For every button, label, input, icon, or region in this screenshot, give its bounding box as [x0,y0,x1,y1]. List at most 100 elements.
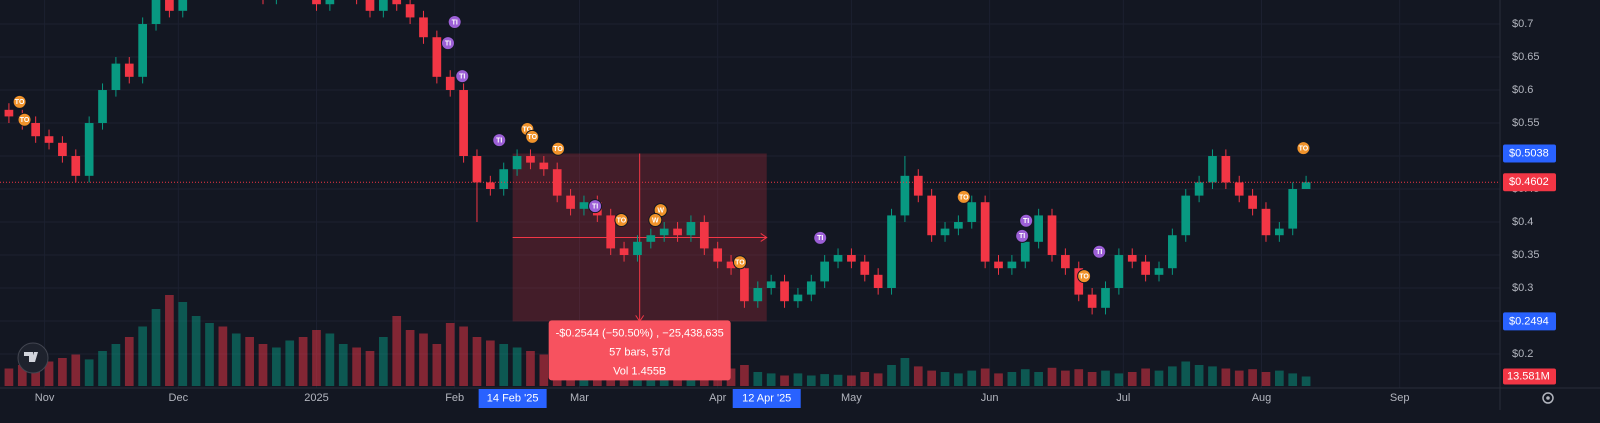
candle-body [673,228,682,236]
y-tick-label: $0.65 [1512,51,1540,63]
candle-body [913,175,923,196]
y-tick-label: $0.3 [1512,282,1533,294]
volume-bar [954,373,963,386]
candle-body [1020,241,1030,262]
volume-bar [245,337,254,386]
volume-bar [860,372,870,386]
event-label: TI [817,235,823,242]
x-highlight-label: 14 Feb '25 [487,392,539,404]
volume-bar [499,344,509,386]
volume-bar [111,344,121,386]
candle-body [1301,182,1311,190]
volume-bar [900,358,910,386]
candle-body [1047,215,1057,256]
candle-body [954,222,963,229]
candle-body [713,248,723,262]
settings-icon[interactable] [1542,392,1554,404]
candle-body [793,294,803,302]
volume-bar [806,375,816,386]
price-label-bg [1503,144,1556,163]
candle-body [1168,235,1177,269]
candle-body [1007,261,1017,269]
volume-bar [151,309,161,386]
volume-bar [17,365,27,386]
volume-bar [740,365,749,386]
volume-bar [4,368,14,386]
volume-label-bg [1503,368,1556,385]
y-tick-label: $0.35 [1512,249,1540,261]
volume-bar [432,344,442,386]
volume-bar [84,359,94,386]
volume-bar [1208,366,1217,386]
candle-body [699,222,709,249]
price-label: $0.5038 [1509,147,1549,159]
candle-body [1221,156,1231,183]
event-label: TI [592,204,598,211]
volume-bar [1074,369,1084,386]
volume-bar [472,337,482,386]
volume-bar [1234,370,1244,386]
volume-bar [138,326,147,386]
x-tick-label: Feb [445,392,464,404]
candle-body [485,182,495,190]
event-label: TO [527,134,537,141]
candle-body [646,235,656,242]
candle-body [1061,255,1070,269]
x-tick-label: Dec [169,392,189,404]
candle-body [552,169,562,196]
event-icon [813,230,828,245]
volume-bar [967,370,977,386]
event-label: W [652,217,659,224]
candle-body [1181,195,1191,236]
grid [0,0,1500,388]
candle-body [766,281,776,289]
volume-bar [445,323,455,386]
volume-bar [1034,372,1043,386]
candle-body [860,261,870,275]
event-label: TO [617,217,627,224]
volume-bar [726,368,736,386]
volume-bar [913,366,923,386]
event-icon [732,255,747,270]
volume-bar [1047,367,1057,386]
volume-bar [218,326,228,386]
event-icon [455,69,470,84]
event-icon [614,213,629,228]
candle-body [512,156,522,170]
event-label: TO [735,260,745,267]
volume-bar [793,373,803,386]
candle-body [900,175,910,216]
volume-bar [124,337,134,386]
candle-body [124,63,134,77]
candle-body [1261,208,1271,236]
x-tick-label: Aug [1252,392,1272,404]
volume-bar [31,366,41,386]
volume-bar [526,351,535,386]
x-highlight-label: 12 Apr '25 [742,392,791,404]
event-label: TI [496,138,502,145]
candle-body [579,202,589,209]
candle-body [84,123,94,176]
volume-bar [1181,361,1191,386]
volume-bar [352,347,361,386]
y-tick-label: $0.4 [1512,216,1533,228]
candle-body [740,268,749,302]
volume-bar [1248,369,1257,386]
measure-tooltip [548,320,731,381]
volume-bar [58,358,67,386]
price-label: $0.4602 [1509,176,1549,188]
volume-label: 13.581M [1507,370,1550,382]
candle-body [940,228,950,236]
candle-body [138,24,147,77]
axes: $0.2$0.25$0.3$0.35$0.4$0.45$0.5$0.55$0.6… [35,18,1540,404]
candle-body [472,156,482,183]
candle-body [606,215,616,249]
event-label: TI [452,19,458,26]
y-tick-label: $0.55 [1512,117,1540,129]
candle-body [1034,215,1043,242]
x-highlight-bg [478,389,547,408]
event-icon [525,129,540,144]
candle-body [1074,268,1084,295]
volume-bar [1127,372,1137,386]
measure-text: Vol 1.455B [613,365,666,377]
